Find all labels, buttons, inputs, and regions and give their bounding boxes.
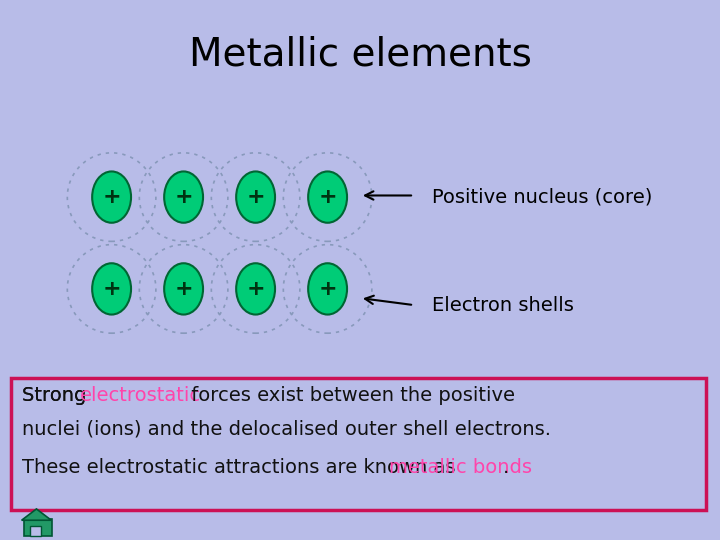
Text: +: + [174, 187, 193, 207]
Ellipse shape [236, 172, 275, 222]
Text: +: + [102, 187, 121, 207]
Bar [11, 378, 706, 510]
Text: Strong electrostatic: Strong electrostatic [22, 386, 213, 405]
Ellipse shape [308, 263, 347, 314]
Text: Electron shells: Electron shells [432, 295, 574, 315]
Ellipse shape [308, 172, 347, 222]
Text: forces exist between the positive: forces exist between the positive [185, 386, 515, 405]
Text: +: + [318, 187, 337, 207]
Ellipse shape [92, 172, 131, 222]
Ellipse shape [92, 263, 131, 314]
Text: +: + [174, 279, 193, 299]
Text: Metallic elements: Metallic elements [189, 35, 531, 73]
Text: electrostatic: electrostatic [79, 386, 201, 405]
Text: nuclei (ions) and the delocalised outer shell electrons.: nuclei (ions) and the delocalised outer … [22, 420, 551, 439]
Polygon shape [22, 509, 51, 520]
Ellipse shape [164, 172, 203, 222]
Ellipse shape [164, 263, 203, 314]
Text: Strong: Strong [22, 386, 92, 405]
Ellipse shape [236, 263, 275, 314]
Text: +: + [318, 279, 337, 299]
Text: These electrostatic attractions are known as: These electrostatic attractions are know… [22, 457, 462, 477]
Text: .: . [503, 457, 509, 477]
Bar [24, 519, 53, 536]
Text: +: + [102, 279, 121, 299]
Text: Strong: Strong [22, 386, 92, 405]
Text: +: + [246, 279, 265, 299]
Text: metallic bonds: metallic bonds [389, 457, 531, 477]
Text: +: + [246, 187, 265, 207]
Text: Positive nucleus (core): Positive nucleus (core) [432, 187, 652, 207]
Bar [30, 526, 42, 536]
